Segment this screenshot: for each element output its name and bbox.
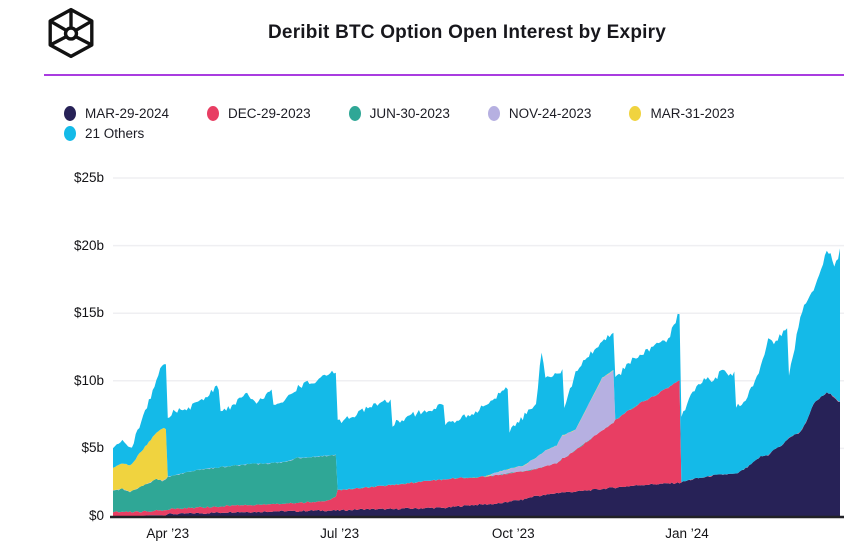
x-axis-tick-label: Jul ’23 [320, 526, 360, 541]
legend-swatch-icon [487, 106, 500, 121]
legend-label: JUN-30-2023 [369, 106, 450, 121]
legend-item-21-others[interactable]: 21 Others [64, 126, 144, 141]
chart-legend: MAR-29-2024 DEC-29-2023 JUN-30-2023 NOV-24-… [64, 106, 820, 141]
legend-swatch-icon [629, 106, 642, 121]
legend-item-mar-29-2024[interactable]: MAR-29-2024 [64, 106, 169, 121]
legend-label: MAR-29-2024 [85, 106, 170, 121]
legend-swatch-icon [64, 106, 76, 121]
area-series-mar-29-2024[interactable] [113, 392, 840, 516]
area-series-dec-29-2023[interactable] [113, 380, 840, 516]
y-axis-tick-label: $20b [73, 237, 104, 253]
legend-swatch-icon [207, 106, 220, 121]
legend-item-dec-29-2023[interactable]: DEC-29-2023 [207, 106, 311, 121]
y-axis-tick-label: $10b [73, 372, 104, 388]
legend-item-jun-30-2023[interactable]: JUN-30-2023 [348, 106, 450, 121]
y-axis-tick-label: $25b [73, 170, 104, 185]
the-block-cube-logo-icon [48, 7, 94, 59]
page-title: Deribit BTC Option Open Interest by Expi… [268, 22, 666, 43]
x-axis-tick-label: Oct ’23 [491, 526, 535, 541]
legend-item-mar-31-2023[interactable]: MAR-31-2023 [629, 106, 735, 121]
area-series-21-others[interactable] [113, 248, 840, 490]
legend-label: 21 Others [85, 126, 145, 141]
legend-label: MAR-31-2023 [650, 106, 735, 121]
area-series-jun-30-2023[interactable] [113, 380, 840, 513]
legend-item-nov-24-2023[interactable]: NOV-24-2023 [487, 106, 592, 121]
y-axis-tick-label: $15b [73, 305, 104, 321]
x-axis-tick-label: Apr ’23 [146, 526, 190, 541]
legend-label: DEC-29-2023 [228, 106, 311, 121]
y-axis-tick-label: $0 [88, 508, 104, 523]
legend-label: NOV-24-2023 [508, 106, 592, 121]
accent-divider [44, 74, 844, 76]
legend-swatch-icon [64, 126, 76, 141]
legend-swatch-icon [348, 106, 361, 121]
x-axis-tick-label: Jan ’24 [665, 526, 709, 541]
y-axis-tick-label: $5b [81, 440, 104, 456]
